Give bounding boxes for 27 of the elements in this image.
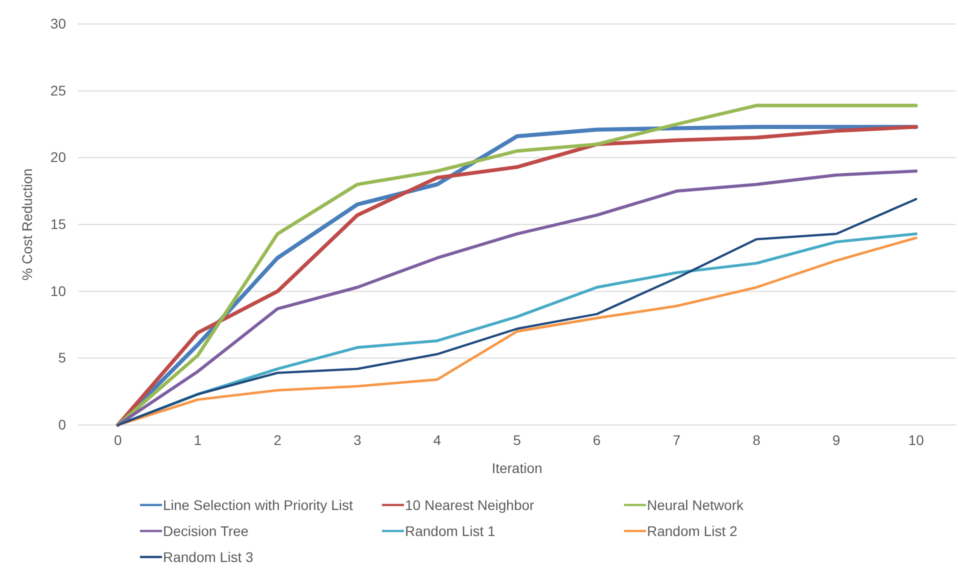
legend-label: 10 Nearest Neighbor: [405, 496, 535, 513]
y-tick-label: 30: [50, 15, 66, 32]
x-tick-label: 8: [752, 432, 761, 448]
x-tick-label: 1: [194, 432, 202, 448]
x-tick-label: 0: [114, 432, 122, 448]
legend-label: Decision Tree: [163, 522, 249, 539]
y-axis-title: % Cost Reduction: [19, 168, 35, 281]
legend-label: Random List 2: [647, 522, 738, 539]
x-tick-label: 10: [908, 432, 924, 448]
y-tick-label: 20: [50, 149, 66, 166]
y-tick-label: 10: [50, 282, 66, 299]
legend-label: Random List 3: [163, 548, 254, 565]
y-tick-label: 15: [50, 216, 66, 232]
x-tick-label: 3: [353, 432, 362, 448]
x-axis-title: Iteration: [492, 460, 542, 476]
x-tick-label: 6: [592, 432, 601, 448]
x-tick-label: 4: [433, 432, 442, 448]
y-tick-label: 0: [58, 416, 66, 432]
x-tick-label: 5: [513, 432, 522, 448]
legend-label: Random List 1: [405, 522, 496, 539]
legend-label: Neural Network: [647, 496, 744, 513]
y-tick-label: 5: [58, 350, 66, 366]
x-tick-label: 7: [672, 432, 681, 448]
legend-label: Line Selection with Priority List: [163, 496, 353, 513]
y-tick-label: 25: [50, 82, 66, 98]
x-tick-label: 2: [274, 432, 282, 448]
x-tick-label: 9: [832, 432, 840, 448]
